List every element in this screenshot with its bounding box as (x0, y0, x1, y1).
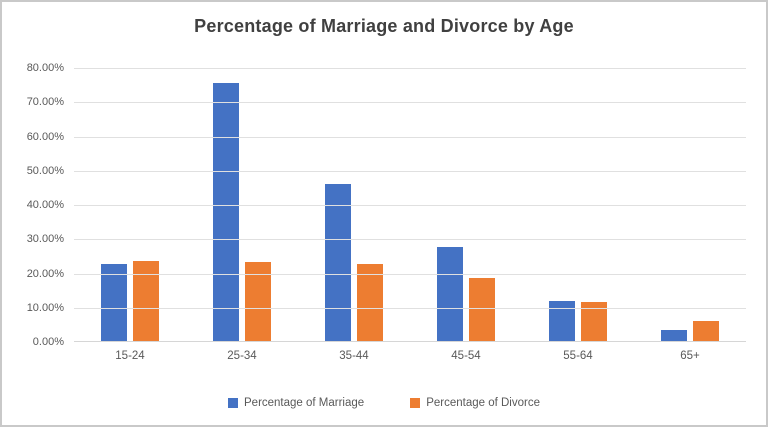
x-axis-line (74, 341, 746, 342)
bar-65+-marriage (661, 330, 687, 342)
y-tick-label: 20.00% (26, 267, 64, 280)
gridline (74, 68, 746, 69)
gridline (74, 239, 746, 241)
x-tick-label: 45-54 (451, 350, 481, 362)
legend-label-marriage: Percentage of Marriage (244, 397, 365, 409)
bar-15-24-marriage (101, 263, 127, 342)
bar-55-64-marriage (549, 300, 575, 342)
y-tick-label: 80.00% (26, 62, 64, 74)
y-tick-label: 50.00% (26, 164, 64, 177)
x-tick-label: 65+ (680, 350, 700, 362)
bar-35-44-divorce (357, 263, 383, 342)
gridline (74, 102, 746, 104)
bar-25-34-marriage (213, 83, 239, 342)
gridline (74, 136, 746, 138)
gridline (74, 307, 746, 309)
bar-65+-divorce (693, 321, 719, 342)
y-tick-label: 40.00% (26, 199, 64, 211)
gridline (74, 205, 746, 206)
bar-45-54-marriage (437, 247, 463, 342)
y-axis: 0.00% 10.00% 20.00% 30.00% 40.00% 50.00% 60.00… (2, 62, 64, 348)
gridline (74, 273, 746, 275)
divorce-series-swatch-icon (410, 398, 421, 408)
legend-label-divorce: Percentage of Divorce (426, 397, 540, 409)
bar-group-45-54 (410, 68, 522, 342)
marriage-series-swatch-icon (228, 398, 238, 408)
x-tick-label: 25-34 (227, 350, 257, 362)
x-tick-label: 15-24 (115, 350, 145, 362)
x-axis: 15-24 25-34 35-44 45-54 55-64 65+ (74, 350, 746, 362)
chart-title: Percentage of Marriage and Divorce by Ag… (194, 16, 574, 36)
bar-group-25-34 (186, 68, 298, 342)
y-tick-label: 70.00% (26, 96, 64, 109)
bar-45-54-divorce (469, 277, 495, 342)
y-tick-label: 0.00% (32, 336, 64, 348)
legend-item-divorce: Percentage of Divorce (410, 397, 540, 409)
legend: Percentage of Marriage Percentage of Div… (2, 397, 766, 409)
bar-group-65+ (634, 68, 746, 342)
bar-group-35-44 (298, 68, 410, 342)
bar-25-34-divorce (245, 261, 271, 342)
plot-area (74, 68, 746, 342)
bar-35-44-marriage (325, 184, 351, 342)
y-tick-label: 10.00% (26, 301, 64, 314)
y-tick-label: 60.00% (26, 130, 64, 143)
legend-item-marriage: Percentage of Marriage (228, 397, 364, 409)
x-tick-label: 55-64 (563, 350, 593, 362)
y-tick-label: 30.00% (26, 233, 64, 246)
x-tick-label: 35-44 (339, 350, 369, 362)
gridline (74, 170, 746, 172)
